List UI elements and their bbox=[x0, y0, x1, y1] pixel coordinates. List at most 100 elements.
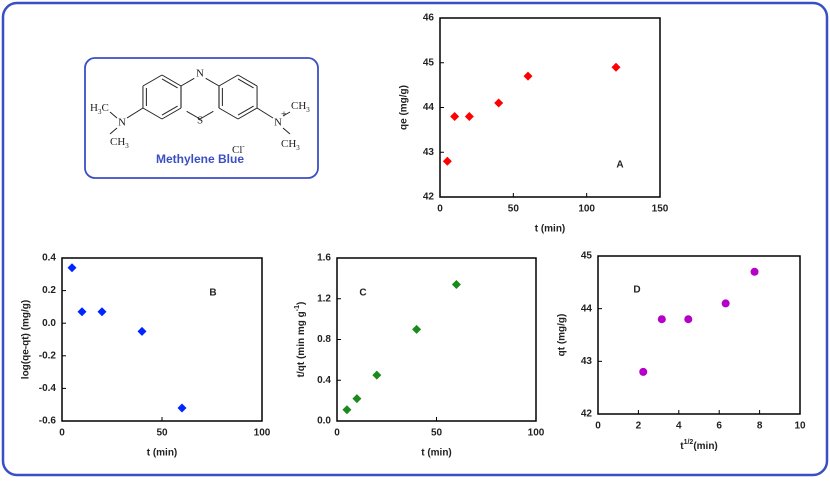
atom-part: CH bbox=[281, 138, 296, 150]
y-tick-label: 44 bbox=[581, 303, 593, 314]
x-tick-label: 6 bbox=[716, 421, 722, 432]
x-tick-label: 100 bbox=[528, 428, 545, 439]
y-tick-label: 1.6 bbox=[317, 253, 331, 264]
point bbox=[494, 98, 504, 108]
bond bbox=[109, 111, 118, 119]
point bbox=[750, 267, 759, 276]
molecule-caption: Methylene Blue bbox=[156, 152, 244, 166]
x-axis-label-part: t bbox=[680, 441, 684, 452]
atom-part: C bbox=[101, 102, 108, 114]
y-tick-label: 0.4 bbox=[42, 253, 56, 264]
point bbox=[77, 307, 87, 317]
atom-part: CH bbox=[291, 100, 306, 112]
x-tick-label: 100 bbox=[578, 204, 595, 215]
y-axis-label: log(qe-qt) (mg/g) bbox=[21, 300, 32, 379]
atom-part: CH bbox=[110, 136, 125, 148]
y-tick-label: 42 bbox=[581, 409, 593, 420]
point bbox=[611, 62, 621, 72]
y-axis-label-part: t/qt (min mg g bbox=[296, 311, 307, 377]
plot-area bbox=[439, 17, 661, 198]
y-tick-label: 42 bbox=[423, 192, 435, 203]
x-axis-label-part: (min) bbox=[693, 441, 717, 452]
y-axis-label: qe (mg/g) bbox=[399, 85, 410, 130]
x-tick-label: 50 bbox=[508, 204, 520, 215]
bond bbox=[205, 77, 220, 87]
atom: CH3 bbox=[110, 136, 129, 150]
bond bbox=[282, 127, 291, 135]
atom-part: H bbox=[90, 102, 98, 114]
y-tick-label: -0.2 bbox=[39, 350, 57, 361]
atom: CH3 bbox=[291, 100, 310, 114]
y-tick-label: 0.2 bbox=[42, 285, 56, 296]
atom: N bbox=[118, 117, 126, 129]
bond bbox=[126, 107, 144, 119]
plot-area bbox=[336, 257, 537, 422]
bond bbox=[256, 107, 274, 119]
x-tick-label: 2 bbox=[636, 421, 642, 432]
y-tick-label: 45 bbox=[423, 57, 435, 68]
bond bbox=[282, 111, 291, 117]
point bbox=[450, 111, 460, 121]
y-tick-label: 0.0 bbox=[42, 318, 56, 329]
x-tick-label: 8 bbox=[757, 421, 763, 432]
point bbox=[137, 326, 147, 336]
x-axis-label: t (min) bbox=[147, 448, 178, 459]
double-bond bbox=[237, 78, 254, 89]
panel-label: C bbox=[359, 288, 366, 299]
atom: N bbox=[274, 117, 282, 129]
y-tick-label: 1.2 bbox=[317, 293, 331, 304]
y-tick-label: 44 bbox=[423, 102, 435, 113]
x-tick-label: 10 bbox=[794, 421, 806, 432]
point bbox=[342, 405, 352, 415]
point bbox=[177, 403, 187, 413]
y-axis-label-part: -1 bbox=[294, 305, 301, 311]
atom: S bbox=[197, 115, 203, 127]
x-tick-label: 0 bbox=[334, 428, 340, 439]
y-tick-label: -0.6 bbox=[39, 416, 57, 427]
point bbox=[372, 370, 382, 380]
x-tick-label: 50 bbox=[431, 428, 443, 439]
bond bbox=[109, 127, 118, 135]
bond bbox=[161, 74, 182, 87]
bond bbox=[237, 74, 258, 87]
point bbox=[352, 394, 362, 404]
x-axis-label: t (min) bbox=[421, 448, 452, 459]
point bbox=[412, 324, 422, 334]
atom: CH3 bbox=[281, 138, 300, 152]
panel-label: A bbox=[616, 160, 623, 171]
panel-label: B bbox=[209, 288, 216, 299]
y-tick-label: 0.0 bbox=[317, 416, 331, 427]
x-axis-label: t1/2(min) bbox=[680, 439, 718, 451]
y-tick-label: 0.4 bbox=[317, 375, 331, 386]
point bbox=[464, 111, 474, 121]
plot-area bbox=[61, 257, 263, 422]
atom-part: Cl bbox=[232, 144, 242, 156]
atom-part: - bbox=[242, 142, 245, 150]
atom-part: 3 bbox=[125, 142, 129, 150]
atom: N bbox=[196, 68, 204, 80]
atom: H3C bbox=[90, 102, 109, 116]
x-tick-label: 0 bbox=[59, 428, 65, 439]
x-tick-label: 50 bbox=[156, 428, 168, 439]
y-axis-label: qt (mg/g) bbox=[557, 314, 568, 357]
double-bond bbox=[161, 78, 178, 89]
atom-part: 3 bbox=[98, 108, 102, 116]
plot-area bbox=[597, 255, 801, 415]
point bbox=[684, 315, 693, 324]
bond bbox=[161, 107, 182, 120]
point bbox=[442, 156, 452, 166]
x-tick-label: 4 bbox=[676, 421, 682, 432]
x-tick-label: 150 bbox=[652, 204, 669, 215]
x-tick-label: 0 bbox=[595, 421, 601, 432]
point bbox=[97, 307, 107, 317]
bond bbox=[218, 107, 239, 120]
y-tick-label: 45 bbox=[581, 251, 593, 262]
atom-part: 3 bbox=[296, 144, 300, 152]
double-bond bbox=[237, 105, 254, 116]
x-axis-label: t (min) bbox=[535, 224, 566, 235]
x-axis-label-part: 1/2 bbox=[684, 439, 694, 446]
point bbox=[721, 299, 730, 308]
atom: + bbox=[281, 109, 287, 121]
point bbox=[67, 263, 77, 273]
